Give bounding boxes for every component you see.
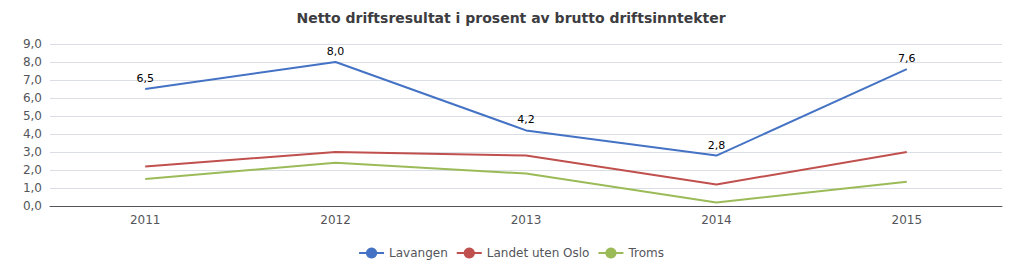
svg-text:2015: 2015 bbox=[892, 213, 923, 227]
svg-text:Netto driftsresultat i prosent: Netto driftsresultat i prosent av brutto… bbox=[296, 10, 725, 26]
svg-text:Troms: Troms bbox=[627, 246, 664, 260]
svg-text:2,0: 2,0 bbox=[23, 163, 42, 177]
svg-text:7,6: 7,6 bbox=[898, 52, 916, 65]
svg-text:9,0: 9,0 bbox=[23, 37, 42, 51]
svg-text:8,0: 8,0 bbox=[23, 55, 42, 69]
svg-text:5,0: 5,0 bbox=[23, 109, 42, 123]
svg-text:6,0: 6,0 bbox=[23, 91, 42, 105]
svg-text:7,0: 7,0 bbox=[23, 73, 42, 87]
svg-text:0,0: 0,0 bbox=[23, 199, 42, 213]
svg-text:Lavangen: Lavangen bbox=[389, 246, 448, 260]
svg-text:2,8: 2,8 bbox=[708, 139, 726, 152]
svg-text:4,0: 4,0 bbox=[23, 127, 42, 141]
svg-text:6,5: 6,5 bbox=[136, 72, 154, 85]
svg-text:8,0: 8,0 bbox=[327, 45, 345, 58]
svg-text:2014: 2014 bbox=[701, 213, 732, 227]
svg-text:4,2: 4,2 bbox=[517, 113, 535, 126]
svg-text:1,0: 1,0 bbox=[23, 181, 42, 195]
svg-text:2013: 2013 bbox=[511, 213, 542, 227]
svg-text:2011: 2011 bbox=[130, 213, 161, 227]
svg-text:2012: 2012 bbox=[320, 213, 351, 227]
svg-text:3,0: 3,0 bbox=[23, 145, 42, 159]
svg-text:Landet uten Oslo: Landet uten Oslo bbox=[487, 246, 590, 260]
